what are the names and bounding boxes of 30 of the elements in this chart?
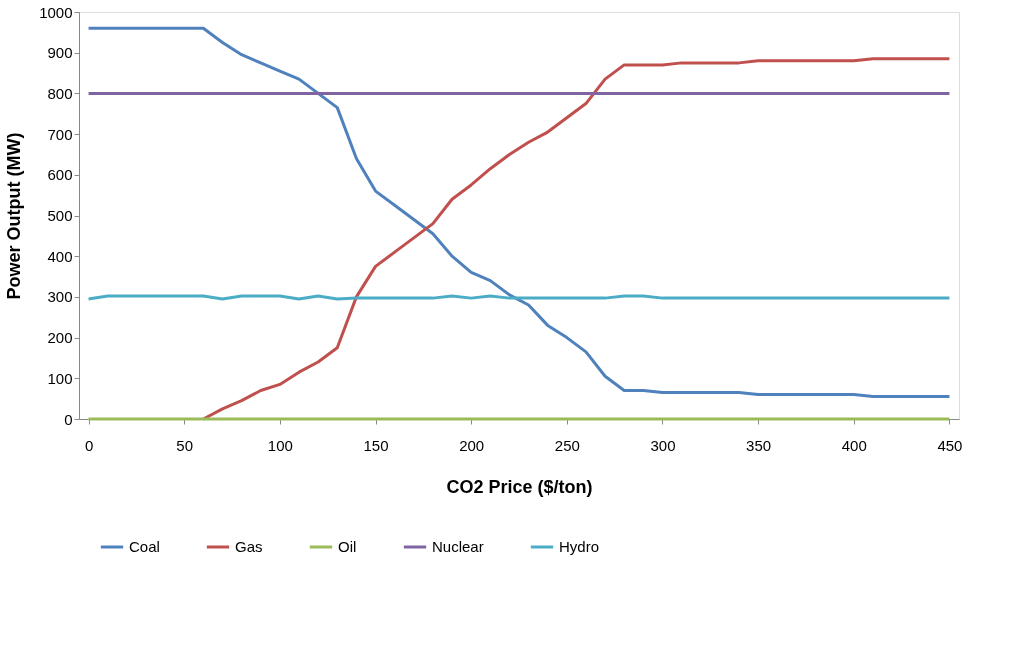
line-series [201, 57, 951, 421]
y-tick-label: 200 [47, 329, 73, 347]
x-tick-label: 150 [363, 436, 389, 454]
y-tick-label: 800 [47, 84, 73, 102]
legend-label: Gas [235, 538, 263, 555]
y-tick-label: 1000 [39, 3, 73, 21]
legend-label: Coal [129, 538, 160, 555]
x-tick-label: 200 [459, 436, 485, 454]
x-tick-label: 350 [746, 436, 772, 454]
x-tick-label: 250 [554, 436, 580, 454]
y-tick-label: 0 [64, 410, 73, 428]
legend-label: Oil [338, 538, 357, 555]
legend-label: Nuclear [432, 538, 484, 555]
x-tick-label: 300 [650, 436, 676, 454]
x-tick-label: 450 [937, 436, 963, 454]
y-tick-label: 300 [47, 288, 73, 306]
y-tick-label: 700 [47, 125, 73, 143]
x-tick-label: 0 [84, 436, 94, 454]
y-tick-label: 900 [47, 44, 73, 62]
x-axis-title: CO2 Price ($/ton) [446, 476, 593, 497]
y-tick-label: 600 [47, 166, 73, 184]
x-tick-label: 50 [176, 436, 194, 454]
y-tick-label: 400 [47, 247, 73, 265]
legend-label: Hydro [559, 538, 600, 555]
y-tick-label: 500 [47, 207, 73, 224]
x-tick-label: 400 [841, 436, 867, 454]
x-tick-label: 100 [267, 436, 293, 454]
y-tick-label: 100 [47, 369, 73, 387]
line-series [87, 26, 951, 399]
y-axis-title: Power Output (MW) [4, 132, 25, 300]
